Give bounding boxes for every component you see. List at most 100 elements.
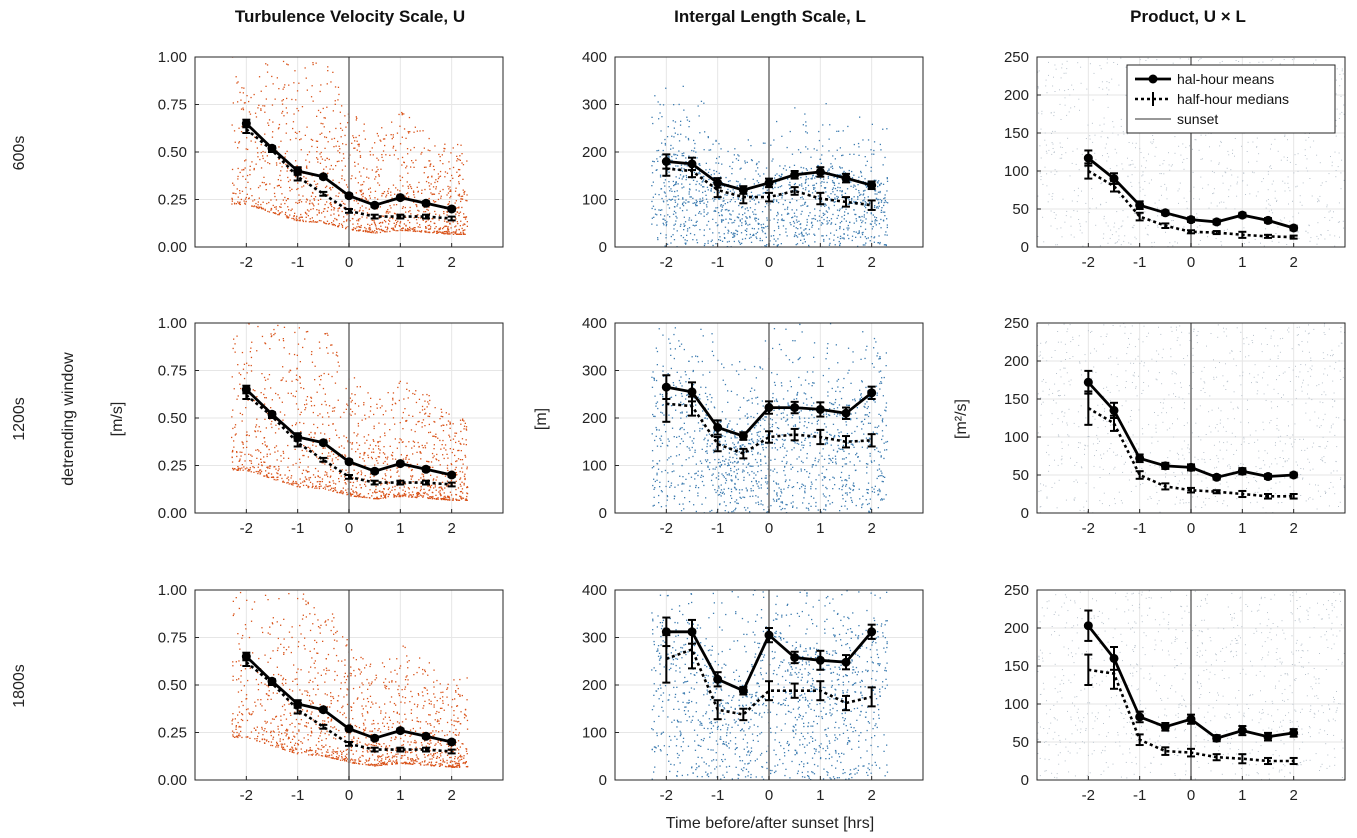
scatter-point xyxy=(860,219,862,221)
scatter-point xyxy=(824,187,827,189)
data-point-mean xyxy=(1263,215,1273,225)
scatter-point xyxy=(1246,151,1248,152)
scatter-point xyxy=(1210,160,1212,162)
scatter-point xyxy=(384,226,387,228)
scatter-point xyxy=(880,149,882,151)
scatter-point xyxy=(420,231,422,233)
scatter-point xyxy=(458,440,460,442)
scatter-point xyxy=(1076,148,1078,150)
scatter-point xyxy=(324,147,326,149)
scatter-point xyxy=(304,338,306,340)
scatter-point xyxy=(1307,232,1309,234)
scatter-point xyxy=(1294,154,1296,156)
scatter-point xyxy=(267,162,269,164)
scatter-point xyxy=(267,122,269,124)
scatter-point xyxy=(353,214,356,216)
scatter-point xyxy=(293,82,295,84)
y-tick-label: 150 xyxy=(1004,125,1029,142)
scatter-point xyxy=(285,211,287,214)
scatter-point xyxy=(284,152,287,155)
scatter-point xyxy=(702,197,704,199)
scatter-point xyxy=(452,177,454,179)
scatter-point xyxy=(403,128,406,130)
scatter-point xyxy=(236,451,238,454)
scatter-point xyxy=(442,231,444,233)
scatter-point xyxy=(670,144,672,147)
scatter-point xyxy=(1123,133,1125,135)
scatter-point xyxy=(406,455,408,457)
scatter-point xyxy=(1335,119,1337,121)
scatter-point xyxy=(738,225,740,227)
scatter-point xyxy=(378,174,380,176)
scatter-point xyxy=(728,209,730,212)
scatter-point xyxy=(441,481,444,483)
scatter-point xyxy=(387,456,389,458)
scatter-point xyxy=(381,192,383,195)
scatter-point xyxy=(865,218,867,220)
scatter-point xyxy=(1341,68,1343,70)
scatter-point xyxy=(378,184,381,186)
scatter-point xyxy=(861,221,863,224)
scatter-point xyxy=(260,203,262,206)
scatter-point xyxy=(242,469,244,471)
scatter-point xyxy=(369,224,371,227)
scatter-point xyxy=(232,102,234,104)
scatter-point xyxy=(284,202,286,205)
scatter-point xyxy=(827,176,829,178)
scatter-point xyxy=(392,458,394,460)
scatter-point xyxy=(430,226,432,228)
scatter-point xyxy=(345,126,347,128)
scatter-point xyxy=(266,202,268,205)
scatter-point xyxy=(1252,171,1253,173)
scatter-point xyxy=(421,409,424,411)
scatter-point xyxy=(327,223,330,225)
scatter-point xyxy=(1283,156,1285,158)
scatter-point xyxy=(855,220,858,222)
scatter-point xyxy=(268,119,271,121)
scatter-point xyxy=(420,153,422,155)
scatter-point xyxy=(830,163,832,165)
scatter-point xyxy=(699,132,701,134)
scatter-point xyxy=(822,145,824,147)
scatter-point xyxy=(873,236,876,238)
scatter-point xyxy=(747,224,749,226)
scatter-point xyxy=(423,172,425,174)
scatter-point xyxy=(723,237,726,239)
scatter-point xyxy=(383,446,385,448)
scatter-point xyxy=(363,454,365,456)
scatter-point xyxy=(265,184,267,186)
scatter-point xyxy=(720,148,722,150)
scatter-point xyxy=(392,145,395,147)
scatter-point xyxy=(336,371,338,373)
scatter-point xyxy=(1279,219,1281,221)
scatter-point xyxy=(878,205,880,207)
scatter-point xyxy=(433,435,435,437)
scatter-point xyxy=(425,412,427,414)
scatter-point xyxy=(354,147,356,149)
scatter-point xyxy=(823,178,825,180)
scatter-point xyxy=(237,101,239,103)
scatter-point xyxy=(826,216,828,219)
scatter-point xyxy=(438,214,441,216)
scatter-point xyxy=(449,197,451,199)
scatter-point xyxy=(1168,152,1169,154)
scatter-point xyxy=(753,213,755,215)
scatter-point xyxy=(458,175,460,177)
scatter-point xyxy=(330,469,332,471)
scatter-point xyxy=(272,212,274,214)
scatter-point xyxy=(673,136,675,138)
scatter-point xyxy=(714,198,716,200)
scatter-point xyxy=(450,152,452,154)
scatter-point xyxy=(451,464,453,466)
scatter-point xyxy=(805,232,807,234)
scatter-point xyxy=(791,209,793,211)
scatter-point xyxy=(289,369,291,371)
scatter-point xyxy=(340,492,342,494)
scatter-point xyxy=(754,203,757,205)
scatter-point xyxy=(369,150,371,153)
scatter-point xyxy=(334,202,336,204)
scatter-point xyxy=(327,66,329,68)
scatter-point xyxy=(738,213,740,215)
scatter-point xyxy=(851,170,853,173)
scatter-point xyxy=(248,453,250,455)
